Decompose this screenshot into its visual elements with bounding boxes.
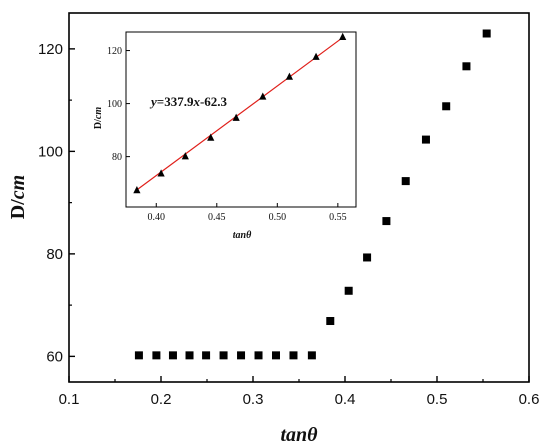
inset-data-point <box>157 169 165 177</box>
inset-y-axis-title: D/cm <box>93 107 104 129</box>
inset-data-point <box>207 133 215 141</box>
inset-data-point <box>181 152 189 160</box>
main-data-point <box>202 351 211 360</box>
main-x-tick-label: 0.4 <box>335 391 356 408</box>
inset-data-point <box>312 52 320 60</box>
main-data-point <box>363 253 372 262</box>
main-data-point <box>237 351 246 360</box>
main-data-point <box>272 351 280 360</box>
main-data-point <box>382 217 391 226</box>
inset-ticks: 0.40 0.45 0.50 0.55 80 100 120 <box>107 46 347 223</box>
inset-data-point <box>232 113 240 121</box>
main-data-point <box>344 286 353 295</box>
inset-y-axis-title-unit: cm <box>93 107 104 119</box>
main-y-axis-title-unit: cm <box>7 175 29 199</box>
main-x-tick-label: 0.1 <box>59 391 80 408</box>
inset-plot-frame <box>125 31 357 208</box>
main-x-axis-title: tanθ <box>280 424 318 446</box>
main-data-point <box>152 351 161 360</box>
inset-data-point <box>285 72 294 80</box>
main-data-point <box>219 351 228 360</box>
main-data-point <box>307 351 316 360</box>
inset-x-axis-title: tanθ <box>233 230 252 241</box>
main-x-tick-label: 0.3 <box>243 391 264 408</box>
inset-x-tick-label: 0.50 <box>269 212 287 223</box>
inset-fit-line <box>136 37 344 191</box>
main-x-tick-label: 0.6 <box>519 391 540 408</box>
inset-y-tick-label: 100 <box>107 99 122 110</box>
inset-equation-x: x <box>192 94 200 109</box>
main-ticks: 0.1 0.2 0.3 0.4 0.5 0.6 60 80 100 120 <box>38 41 539 408</box>
main-data-point <box>289 351 298 360</box>
main-data-point <box>185 351 194 360</box>
inset-equation-eq: =337.9 <box>157 94 194 109</box>
inset-equation-rest: -62.3 <box>200 94 228 109</box>
main-y-tick-label: 60 <box>46 348 63 365</box>
inset-x-tick-label: 0.40 <box>148 212 166 223</box>
inset-y-tick-label: 80 <box>112 152 122 163</box>
main-data-point <box>254 351 263 360</box>
main-points <box>134 29 491 360</box>
main-data-point <box>326 317 335 326</box>
inset-x-tick-label: 0.45 <box>208 212 226 223</box>
main-y-axis-title-prefix: D/ <box>7 199 29 219</box>
main-y-tick-label: 120 <box>38 41 63 58</box>
main-data-point <box>421 135 430 144</box>
inset-x-tick-label: 0.55 <box>329 212 347 223</box>
main-data-point <box>168 351 177 360</box>
main-data-point <box>134 351 143 360</box>
main-y-axis-title: D/cm <box>7 175 29 219</box>
main-y-tick-label: 80 <box>46 246 63 263</box>
main-data-point <box>442 102 451 111</box>
inset-data-point <box>259 92 267 100</box>
inset-equation-y: y <box>149 94 157 109</box>
main-x-tick-label: 0.2 <box>151 391 172 408</box>
inset-background <box>126 32 356 207</box>
main-y-tick-label: 100 <box>38 143 63 160</box>
main-data-point <box>462 62 471 71</box>
main-data-point <box>482 29 491 38</box>
main-x-tick-label: 0.5 <box>427 391 448 408</box>
inset-data-point <box>339 32 347 41</box>
main-data-point <box>401 177 410 186</box>
inset-data-point <box>133 186 141 194</box>
inset-equation: y=337.9x-62.3 <box>149 94 228 109</box>
inset-y-axis-title-prefix: D/ <box>93 119 104 129</box>
inset-points <box>133 32 347 194</box>
inset-y-tick-label: 120 <box>107 46 122 57</box>
